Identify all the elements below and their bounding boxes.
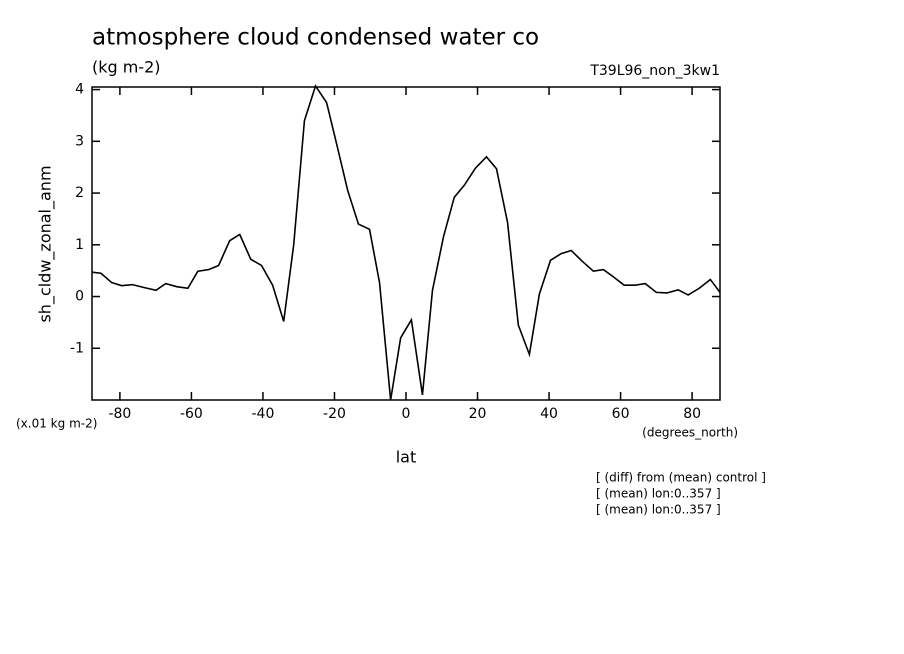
chart-title: atmosphere cloud condensed water co (92, 25, 539, 51)
note: [ (mean) lon:0..357 ] (596, 503, 721, 517)
x-tick-label: -80 (108, 406, 131, 422)
note: [ (mean) lon:0..357 ] (596, 487, 721, 501)
chart-subtitle: (kg m-2) (92, 58, 161, 77)
y-tick-label: 0 (75, 289, 84, 305)
run-label: T39L96_non_3kw1 (589, 63, 720, 79)
x-tick-label: -60 (180, 406, 203, 422)
x-tick-label: 20 (469, 406, 487, 422)
data-line (91, 84, 721, 401)
x-tick-label: 40 (540, 406, 558, 422)
note: [ (diff) from (mean) control ] (596, 471, 766, 485)
y-tick-label: 3 (75, 133, 84, 149)
y-tick-label: 4 (75, 82, 84, 98)
y-tick-label: 2 (75, 185, 84, 201)
y-tick-label: -1 (70, 340, 84, 356)
y-units: (x.01 kg m-2) (16, 417, 97, 431)
x-tick-label: 60 (612, 406, 630, 422)
x-tick-label: -40 (252, 406, 275, 422)
x-tick-label: -20 (323, 406, 346, 422)
y-axis-label: sh_cldw_zonal_anm (36, 165, 56, 322)
x-tick-label: 80 (683, 406, 701, 422)
y-tick-label: 1 (75, 237, 84, 253)
x-tick-label: 0 (402, 406, 411, 422)
x-axis-label: lat (396, 448, 417, 467)
x-units: (degrees_north) (642, 426, 738, 440)
